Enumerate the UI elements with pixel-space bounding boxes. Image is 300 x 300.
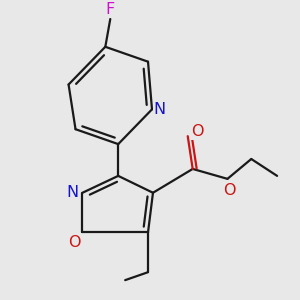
- Text: N: N: [67, 185, 79, 200]
- Text: O: O: [68, 235, 81, 250]
- Text: N: N: [154, 102, 166, 117]
- Text: F: F: [106, 2, 115, 16]
- Text: O: O: [191, 124, 204, 139]
- Text: O: O: [223, 183, 236, 198]
